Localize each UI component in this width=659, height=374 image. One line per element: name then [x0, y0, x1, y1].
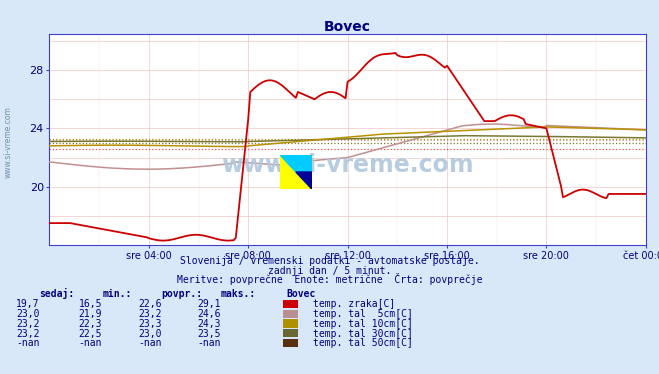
Polygon shape: [280, 155, 312, 189]
Text: maks.:: maks.:: [221, 289, 256, 299]
Text: -nan: -nan: [16, 338, 40, 348]
Text: 29,1: 29,1: [197, 300, 221, 309]
Text: 19,7: 19,7: [16, 300, 40, 309]
Text: 23,0: 23,0: [138, 329, 161, 338]
Text: 24,3: 24,3: [197, 319, 221, 329]
Text: 23,2: 23,2: [138, 309, 161, 319]
Text: Bovec: Bovec: [287, 289, 316, 299]
Text: min.:: min.:: [102, 289, 132, 299]
Text: 22,5: 22,5: [78, 329, 102, 338]
Polygon shape: [280, 155, 312, 189]
Text: povpr.:: povpr.:: [161, 289, 202, 299]
Title: Bovec: Bovec: [324, 20, 371, 34]
Text: 22,6: 22,6: [138, 300, 161, 309]
Text: 24,6: 24,6: [197, 309, 221, 319]
Text: 22,3: 22,3: [78, 319, 102, 329]
Text: 23,3: 23,3: [138, 319, 161, 329]
Text: temp. tal 30cm[C]: temp. tal 30cm[C]: [313, 329, 413, 338]
Text: zadnji dan / 5 minut.: zadnji dan / 5 minut.: [268, 266, 391, 276]
Text: -nan: -nan: [197, 338, 221, 348]
Text: -nan: -nan: [138, 338, 161, 348]
Text: 16,5: 16,5: [78, 300, 102, 309]
Text: Meritve: povprečne  Enote: metrične  Črta: povprečje: Meritve: povprečne Enote: metrične Črta:…: [177, 273, 482, 285]
Text: temp. tal 50cm[C]: temp. tal 50cm[C]: [313, 338, 413, 348]
Text: www.si-vreme.com: www.si-vreme.com: [221, 153, 474, 177]
Text: Slovenija / vremenski podatki - avtomatske postaje.: Slovenija / vremenski podatki - avtomats…: [180, 256, 479, 266]
Text: 23,2: 23,2: [16, 319, 40, 329]
Text: 23,5: 23,5: [197, 329, 221, 338]
Polygon shape: [296, 172, 312, 189]
Text: temp. tal  5cm[C]: temp. tal 5cm[C]: [313, 309, 413, 319]
Text: www.si-vreme.com: www.si-vreme.com: [4, 106, 13, 178]
Text: 23,2: 23,2: [16, 329, 40, 338]
Text: temp. zraka[C]: temp. zraka[C]: [313, 300, 395, 309]
Text: temp. tal 10cm[C]: temp. tal 10cm[C]: [313, 319, 413, 329]
Text: 23,0: 23,0: [16, 309, 40, 319]
Text: sedaj:: sedaj:: [40, 288, 74, 299]
Text: -nan: -nan: [78, 338, 102, 348]
Text: 21,9: 21,9: [78, 309, 102, 319]
